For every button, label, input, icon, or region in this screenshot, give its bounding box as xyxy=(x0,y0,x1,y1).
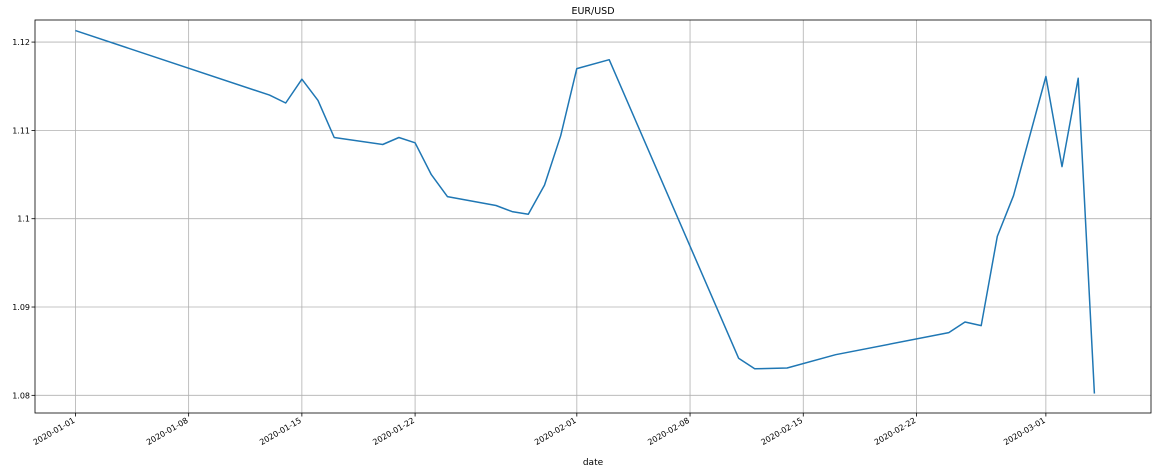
x-tick-label: 2020-01-22 xyxy=(371,416,416,447)
x-axis-label: date xyxy=(583,458,604,468)
y-tick-label: 1.12 xyxy=(12,38,30,47)
series-layer xyxy=(75,29,1096,394)
x-tick-label: 2020-03-01 xyxy=(1002,416,1047,447)
plot-frame xyxy=(34,19,1152,414)
chart-title: EUR/USD xyxy=(571,6,614,17)
y-tick-label: 1.08 xyxy=(12,391,30,400)
grid xyxy=(35,20,1151,413)
x-tick-label: 2020-02-15 xyxy=(759,416,804,447)
x-tick-label: 2020-02-08 xyxy=(646,416,691,447)
x-axis: 2020-01-01 2020-01-08 2020-01-15 2020-01-22… xyxy=(32,413,1047,447)
x-tick-label: 2020-01-08 xyxy=(145,416,190,447)
x-tick-label: 2020-02-22 xyxy=(873,416,918,447)
x-tick-label: 2020-01-15 xyxy=(258,416,303,447)
y-tick-label: 1.11 xyxy=(12,126,30,135)
y-axis: 1.08 1.09 1.1 1.11 1.12 xyxy=(12,38,35,400)
x-tick-label: 2020-01-01 xyxy=(32,416,77,447)
y-tick-label: 1.1 xyxy=(17,215,30,224)
x-tick-label: 2020-02-01 xyxy=(533,416,578,447)
y-tick-label: 1.09 xyxy=(12,303,30,312)
series-line xyxy=(75,29,1096,394)
